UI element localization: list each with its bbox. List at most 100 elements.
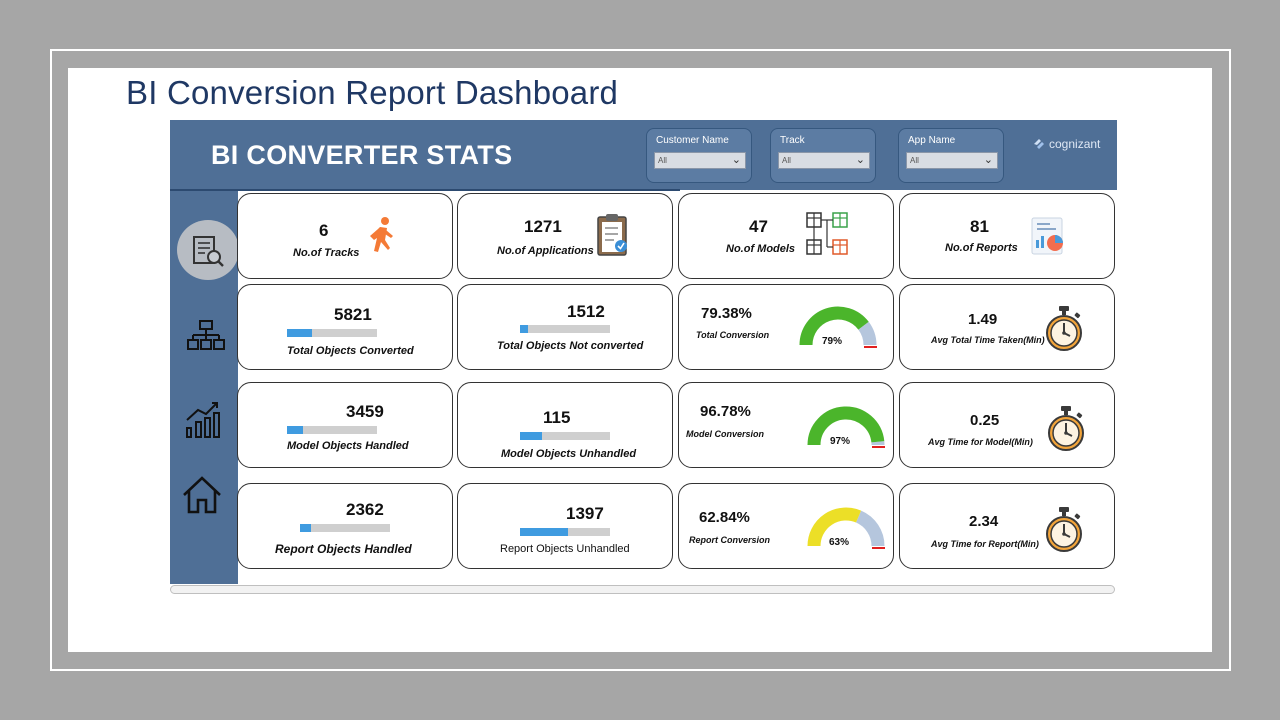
report-handled-value: 2362 [346,500,384,519]
total-conversion-label: Total Conversion [696,330,770,340]
gauge-value-arc [807,507,862,547]
progress-fill [520,325,529,333]
card-applications: 1271 No.of Applications [457,193,673,279]
brand-logo: cognizant [1032,137,1100,151]
tracks-label: No.of Tracks [293,247,360,259]
slide: BI Conversion Report Dashboard BI CONVER… [68,68,1212,652]
model-gauge-label: 97% [830,436,851,447]
filter-label: App Name [908,135,956,146]
card-report-objects-unhandled: 1397 Report Objects Unhandled [457,483,673,569]
hierarchy-icon[interactable] [187,319,225,353]
avg-total-time-value: 1.49 [968,311,998,328]
report-chart-icon [1031,217,1063,255]
bar-chart-icon[interactable] [184,400,224,440]
cognizant-icon [1034,139,1044,149]
gauge-value-arc [807,406,885,446]
card-avg-model-time: 0.25 Avg Time for Model(Min) [899,382,1115,468]
stopwatch-icon [1046,507,1082,552]
card-tracks: 6 No.of Tracks [237,193,453,279]
dashboard-header: BI CONVERTER STATS Customer Name All ⌄ T… [170,120,1117,190]
total-gauge-label: 79% [822,336,843,347]
avg-model-time-value: 0.25 [970,412,1000,429]
sidebar [170,191,239,584]
data-model-icon [806,212,848,255]
stopwatch-icon [1048,406,1084,451]
dashboard-title: BI CONVERTER STATS [211,140,513,170]
filter-customer-name[interactable]: Customer Name All ⌄ [646,128,752,183]
model-conversion-value: 96.78% [700,403,751,420]
card-model-objects-handled: 3459 Model Objects Handled [237,382,453,468]
reports-label: No.of Reports [945,242,1018,254]
running-person-icon [370,217,393,252]
horizontal-scrollbar[interactable] [170,585,1115,594]
chevron-down-icon: ⌄ [983,154,993,166]
app-name-select[interactable]: All ⌄ [906,152,998,169]
card-reports: 81 No.of Reports [899,193,1115,279]
track-select[interactable]: All ⌄ [778,152,870,169]
sidebar-active-highlight [177,220,239,280]
total-converted-label: Total Objects Converted [287,345,414,357]
model-conversion-label: Model Conversion [686,429,765,439]
progress-fill [300,524,311,532]
card-model-objects-unhandled: 115 Model Objects Unhandled [457,382,673,468]
header-divider [170,189,680,191]
report-unhandled-value: 1397 [566,504,604,523]
dashboard: BI CONVERTER STATS Customer Name All ⌄ T… [164,120,1117,594]
total-not-converted-label: Total Objects Not converted [497,340,644,352]
select-value: All [910,156,919,165]
total-converted-progress [287,329,377,337]
model-unhandled-progress [520,432,610,440]
slide-frame [50,49,1231,671]
models-label: No.of Models [726,243,796,255]
tracks-value: 6 [319,221,329,240]
customer-name-select[interactable]: All ⌄ [654,152,746,169]
report-handled-label: Report Objects Handled [275,542,412,556]
card-models: 47 No.of Models [678,193,894,279]
total-not-converted-value: 1512 [567,302,605,321]
filter-track[interactable]: Track All ⌄ [770,128,876,183]
avg-model-time-label: Avg Time for Model(Min) [928,437,1033,447]
progress-fill [287,426,304,434]
gauge-remaining-arc [855,510,885,547]
models-value: 47 [749,217,768,236]
model-handled-progress [287,426,377,434]
report-gauge-label: 63% [829,537,850,548]
filter-app-name[interactable]: App Name All ⌄ [898,128,1004,183]
total-conversion-gauge [799,306,877,348]
report-conversion-value: 62.84% [699,509,750,526]
total-converted-value: 5821 [334,305,372,324]
gauge-value-arc [799,306,869,346]
model-handled-value: 3459 [346,402,384,421]
card-report-conversion: 62.84% Report Conversion 63% [678,483,894,569]
card-report-objects-handled: 2362 Report Objects Handled [237,483,453,569]
report-conversion-label: Report Conversion [689,535,771,545]
select-value: All [658,156,667,165]
card-model-conversion: 96.78% Model Conversion 97% [678,382,894,468]
progress-fill [520,432,542,440]
applications-value: 1271 [524,217,562,236]
chevron-down-icon: ⌄ [855,154,865,166]
chevron-down-icon: ⌄ [731,154,741,166]
filter-label: Customer Name [656,135,729,146]
model-conversion-gauge [807,406,885,448]
reports-value: 81 [970,217,989,236]
card-avg-total-time: 1.49 Avg Total Time Taken(Min) [899,284,1115,370]
home-icon[interactable] [181,474,223,516]
progress-fill [287,329,313,337]
applications-label: No.of Applications [497,245,594,257]
avg-report-time-value: 2.34 [969,513,999,530]
report-unhandled-label: Report Objects Unhandled [500,543,630,555]
report-unhandled-progress [520,528,610,536]
gauge-remaining-arc [858,321,877,346]
progress-fill [520,528,568,536]
report-conversion-gauge [807,507,885,549]
model-handled-label: Model Objects Handled [287,440,409,452]
clipboard-checklist-icon [597,214,627,256]
avg-report-time-label: Avg Time for Report(Min) [931,539,1039,549]
avg-total-time-label: Avg Total Time Taken(Min) [931,335,1045,345]
report-search-icon[interactable] [191,235,227,269]
card-avg-report-time: 2.34 Avg Time for Report(Min) [899,483,1115,569]
report-handled-progress [300,524,390,532]
card-total-objects-not-converted: 1512 Total Objects Not converted [457,284,673,370]
brand-name: cognizant [1049,137,1101,151]
